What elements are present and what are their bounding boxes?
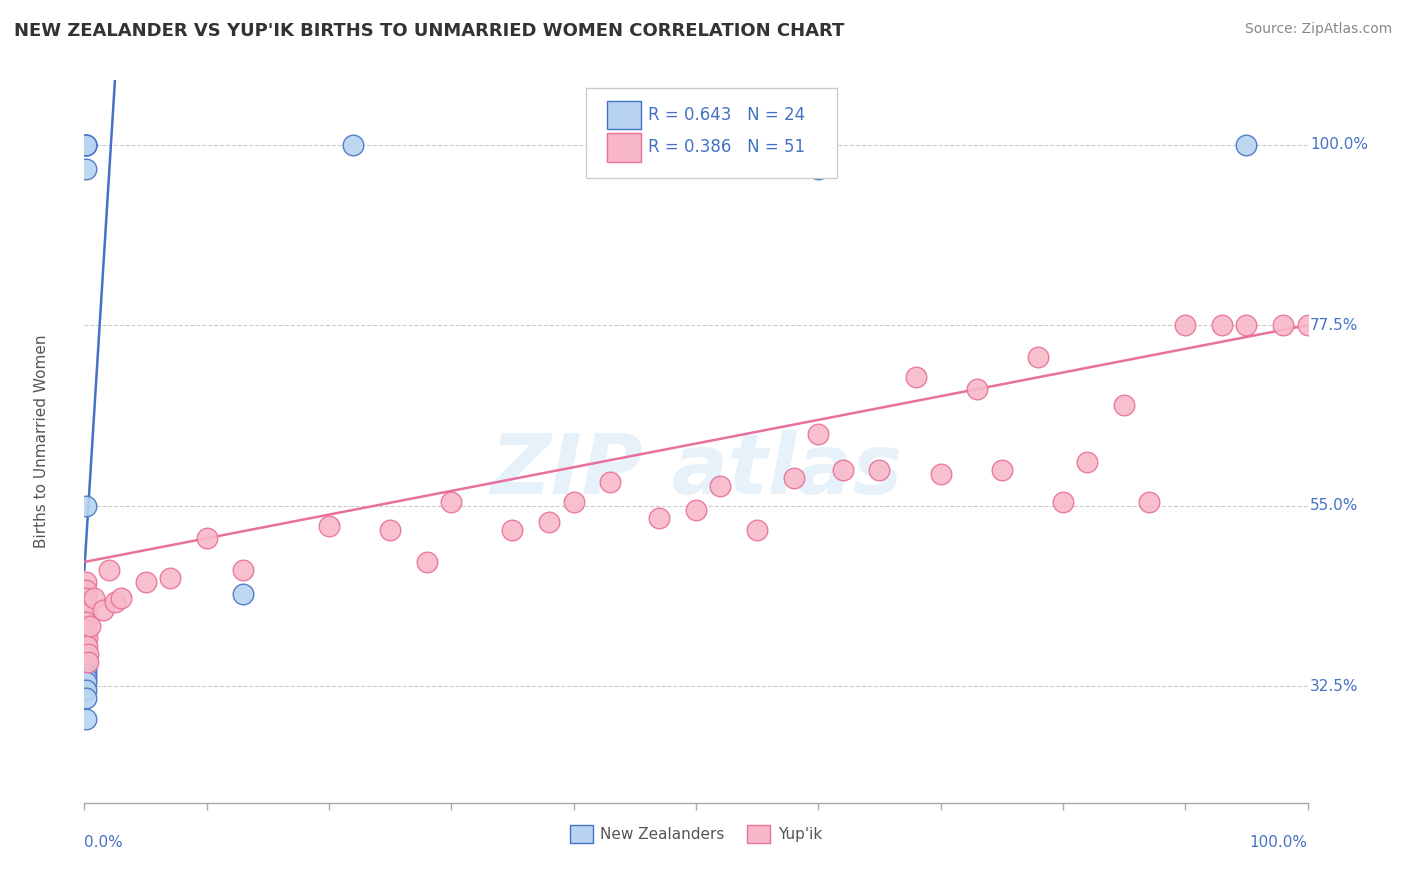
Point (75, 627, 97, 641)
Point (807, 426, 830, 441)
Text: 100.0%: 100.0% (1310, 137, 1368, 152)
Point (75, 664, 97, 678)
Point (104, 595, 127, 609)
Point (1028, 350, 1050, 364)
Point (75, 591, 97, 606)
Point (966, 383, 988, 397)
Point (75, 659, 97, 673)
Point (380, 523, 402, 537)
Point (75, 691, 97, 706)
Point (1236, 318, 1258, 333)
Text: ZIP atlas: ZIP atlas (489, 430, 903, 511)
Point (75, 599, 97, 614)
Point (416, 555, 439, 569)
Point (75, 640, 97, 654)
Text: 55.0%: 55.0% (1310, 499, 1358, 513)
Point (159, 571, 181, 585)
Point (135, 575, 157, 590)
Point (83, 591, 105, 606)
Text: 77.5%: 77.5% (1310, 318, 1358, 333)
Point (75, 615, 97, 630)
Point (75, 712, 97, 726)
Point (75, 651, 97, 665)
FancyBboxPatch shape (606, 101, 641, 129)
Point (929, 467, 952, 481)
Point (75, 603, 97, 617)
Point (77, 648, 100, 662)
Point (747, 523, 769, 537)
Point (75, 683, 97, 698)
Point (75, 675, 97, 690)
Point (91, 603, 114, 617)
Point (75, 137, 97, 152)
Point (831, 463, 853, 477)
Point (77, 655, 100, 669)
Point (1137, 494, 1160, 508)
Point (562, 494, 585, 508)
FancyBboxPatch shape (586, 87, 837, 178)
Point (783, 471, 806, 485)
Legend: New Zealanders, Yup'ik: New Zealanders, Yup'ik (564, 819, 828, 849)
Point (807, 161, 830, 176)
Text: 100.0%: 100.0% (1250, 835, 1308, 850)
Point (75, 672, 97, 686)
Text: Births to Unmarried Women: Births to Unmarried Women (34, 334, 49, 549)
Point (75, 615, 97, 630)
Point (1174, 318, 1197, 333)
Point (79, 619, 101, 633)
Point (318, 519, 340, 533)
Point (75, 667, 97, 681)
Point (97, 563, 120, 577)
Point (75, 623, 97, 637)
Point (75, 499, 97, 513)
Point (75, 161, 97, 176)
Point (538, 515, 561, 529)
Point (195, 531, 218, 545)
Point (869, 463, 891, 477)
Point (905, 370, 928, 384)
Point (1272, 318, 1295, 333)
Text: R = 0.386   N = 51: R = 0.386 N = 51 (648, 138, 806, 156)
Text: Source: ZipAtlas.com: Source: ZipAtlas.com (1244, 22, 1392, 37)
Point (991, 463, 1014, 477)
Point (1052, 494, 1074, 508)
Point (440, 494, 463, 508)
Point (76, 632, 98, 646)
Point (685, 503, 707, 517)
Point (76, 640, 98, 654)
Point (1076, 455, 1098, 469)
Point (75, 607, 97, 622)
Point (75, 137, 97, 152)
Point (110, 591, 132, 606)
Point (75, 137, 97, 152)
Point (75, 587, 97, 601)
Point (1296, 318, 1319, 333)
Point (75, 575, 97, 590)
Text: 32.5%: 32.5% (1310, 679, 1358, 694)
Point (232, 587, 254, 601)
FancyBboxPatch shape (606, 133, 641, 162)
Point (648, 510, 671, 524)
Point (502, 523, 524, 537)
Point (232, 563, 254, 577)
Text: R = 0.643   N = 24: R = 0.643 N = 24 (648, 106, 806, 124)
Point (1236, 137, 1258, 152)
Text: NEW ZEALANDER VS YUP'IK BIRTHS TO UNMARRIED WOMEN CORRELATION CHART: NEW ZEALANDER VS YUP'IK BIRTHS TO UNMARR… (14, 22, 845, 40)
Point (75, 137, 97, 152)
Text: 0.0%: 0.0% (84, 835, 124, 850)
Point (1114, 398, 1136, 412)
Point (75, 583, 97, 598)
Point (342, 137, 364, 152)
Point (1211, 318, 1233, 333)
Point (709, 479, 731, 493)
Point (599, 475, 621, 489)
